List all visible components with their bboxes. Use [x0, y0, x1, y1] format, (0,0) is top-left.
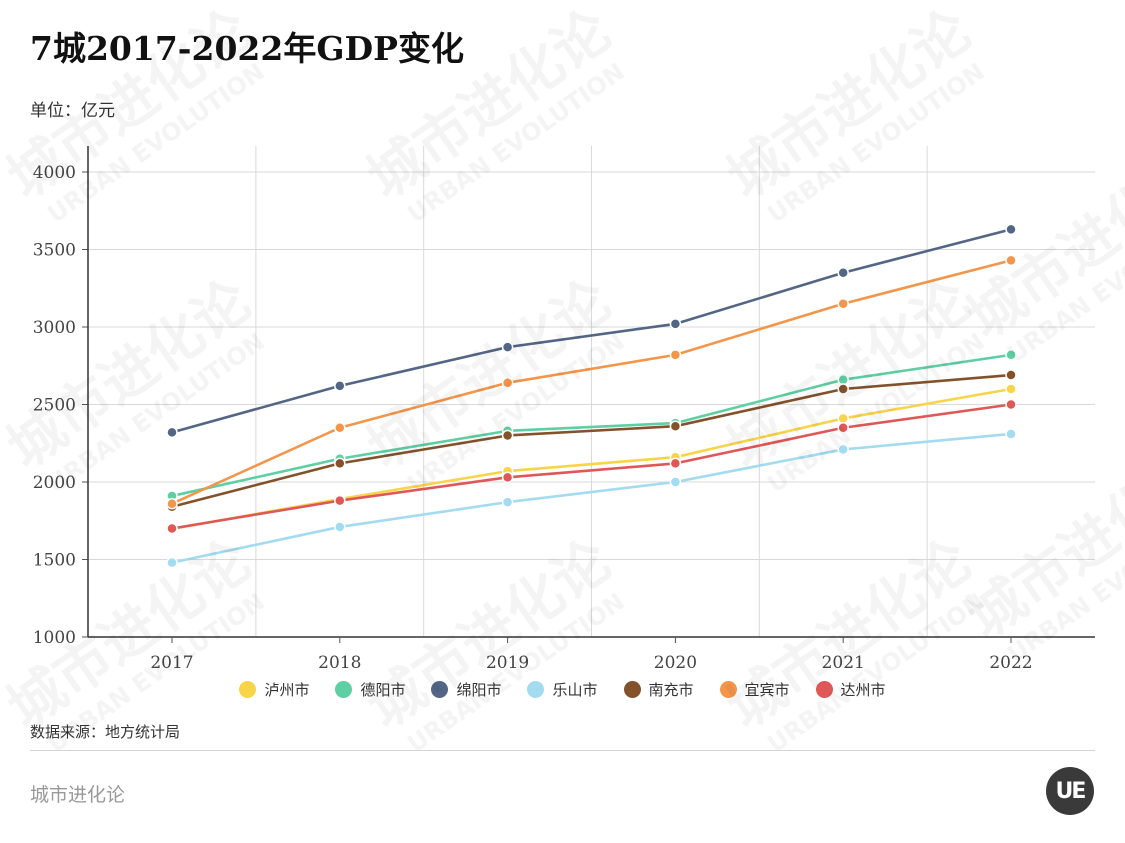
source-note: 数据来源：地方统计局	[30, 723, 181, 741]
series-line	[171, 403, 1012, 530]
data-point	[501, 377, 514, 389]
data-point	[166, 426, 178, 439]
legend-label: 乐山市	[552, 681, 598, 699]
data-point	[1005, 369, 1017, 381]
legend-swatch	[431, 681, 449, 698]
y-tick-label: 2000	[33, 473, 76, 493]
data-point	[837, 422, 849, 434]
y-tick-label: 2500	[33, 396, 76, 416]
data-point	[837, 373, 849, 386]
y-tick-label: 1500	[33, 551, 76, 571]
data-point	[501, 471, 514, 484]
legend-label: 南充市	[648, 681, 694, 699]
legend-label: 泸州市	[264, 681, 310, 699]
data-point	[166, 556, 178, 569]
unit-label: 单位：亿元	[30, 101, 115, 121]
brand-name: 城市进化论	[30, 784, 126, 806]
data-point	[837, 383, 849, 395]
legend-swatch	[719, 681, 737, 698]
x-tick-label: 2021	[822, 653, 865, 673]
data-point	[1005, 223, 1017, 236]
data-point	[334, 457, 346, 470]
data-point	[669, 476, 682, 488]
x-tick-label: 2019	[486, 653, 529, 673]
legend-label: 绵阳市	[456, 681, 502, 699]
data-point	[334, 521, 346, 533]
y-tick-label: 1000	[33, 628, 76, 648]
brand-logo: UE	[1046, 767, 1094, 815]
data-point	[501, 341, 514, 353]
data-point	[334, 380, 346, 392]
series-line	[171, 373, 1012, 509]
data-point	[669, 349, 682, 361]
legend-label: 宜宾市	[744, 681, 790, 699]
data-point	[501, 429, 514, 442]
y-tick-label: 3000	[33, 318, 76, 338]
y-tick-label: 4000	[33, 163, 76, 183]
legend-swatch	[527, 681, 545, 698]
legend-item: 南充市	[623, 679, 694, 700]
data-point	[837, 443, 849, 456]
data-point	[837, 412, 849, 425]
series-line	[171, 228, 1012, 434]
legend-item: 德阳市	[335, 679, 405, 700]
x-tick-label: 2022	[989, 653, 1032, 673]
series-line	[171, 432, 1012, 564]
y-tick-label: 3500	[33, 241, 76, 261]
data-point	[669, 457, 682, 470]
legend-item: 乐山市	[527, 679, 598, 700]
data-point	[334, 422, 346, 434]
data-point	[166, 497, 178, 510]
data-point	[1005, 398, 1017, 411]
series-line	[171, 259, 1012, 505]
divider	[30, 750, 1095, 751]
legend-item: 泸州市	[239, 679, 309, 700]
data-point	[669, 420, 682, 432]
series-line	[171, 353, 1012, 498]
x-tick-label: 2018	[318, 653, 361, 673]
data-point	[837, 298, 849, 310]
data-point	[1005, 428, 1017, 440]
legend: 泸州市 德阳市 绵阳市 乐山市 南充市 宜宾市 达州市	[0, 679, 1125, 700]
legend-item: 达州市	[815, 679, 886, 700]
legend-swatch	[239, 681, 257, 698]
legend-swatch	[815, 681, 833, 698]
legend-item: 绵阳市	[431, 679, 501, 700]
data-point	[501, 496, 514, 508]
legend-swatch	[623, 681, 641, 698]
legend-label: 德阳市	[360, 681, 406, 699]
data-point	[669, 318, 682, 330]
data-point	[1005, 349, 1017, 361]
data-point	[1005, 254, 1017, 267]
x-tick-label: 2017	[150, 653, 193, 673]
logo-text: UE	[1055, 778, 1087, 804]
data-point	[1005, 383, 1017, 395]
data-point	[166, 522, 178, 535]
chart-title: 7城2017-2022年GDP变化	[30, 29, 464, 68]
legend-item: 宜宾市	[719, 679, 790, 700]
legend-label: 达州市	[840, 681, 886, 699]
data-point	[837, 267, 849, 279]
x-tick-label: 2020	[654, 653, 697, 673]
data-point	[334, 494, 346, 507]
legend-swatch	[335, 681, 353, 698]
